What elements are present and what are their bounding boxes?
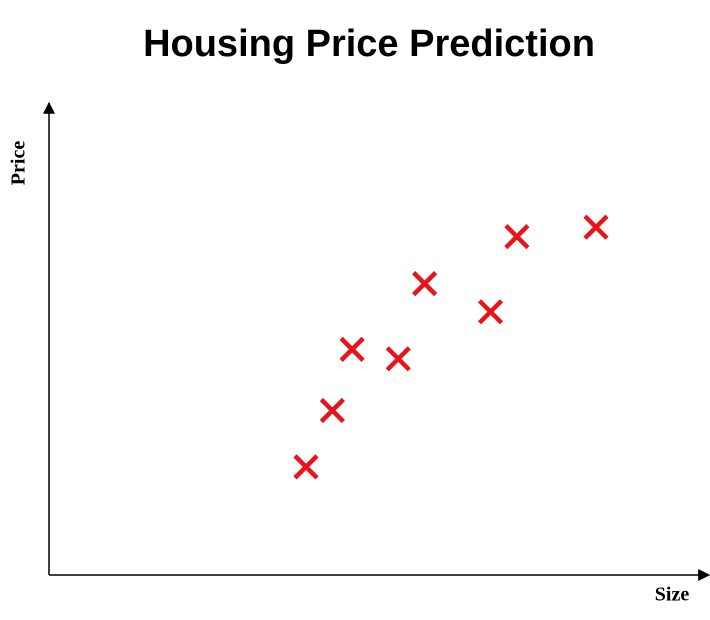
data-point bbox=[339, 336, 365, 362]
data-point bbox=[504, 224, 530, 250]
y-axis-label: Price bbox=[8, 141, 30, 186]
data-point bbox=[293, 454, 319, 480]
chart-title: Housing Price Prediction bbox=[143, 23, 595, 65]
data-point bbox=[319, 397, 345, 424]
x-axis-label: Size bbox=[655, 584, 690, 606]
data-point bbox=[412, 271, 438, 297]
data-point bbox=[583, 214, 609, 240]
data-point bbox=[385, 346, 411, 372]
data-point bbox=[477, 299, 504, 325]
